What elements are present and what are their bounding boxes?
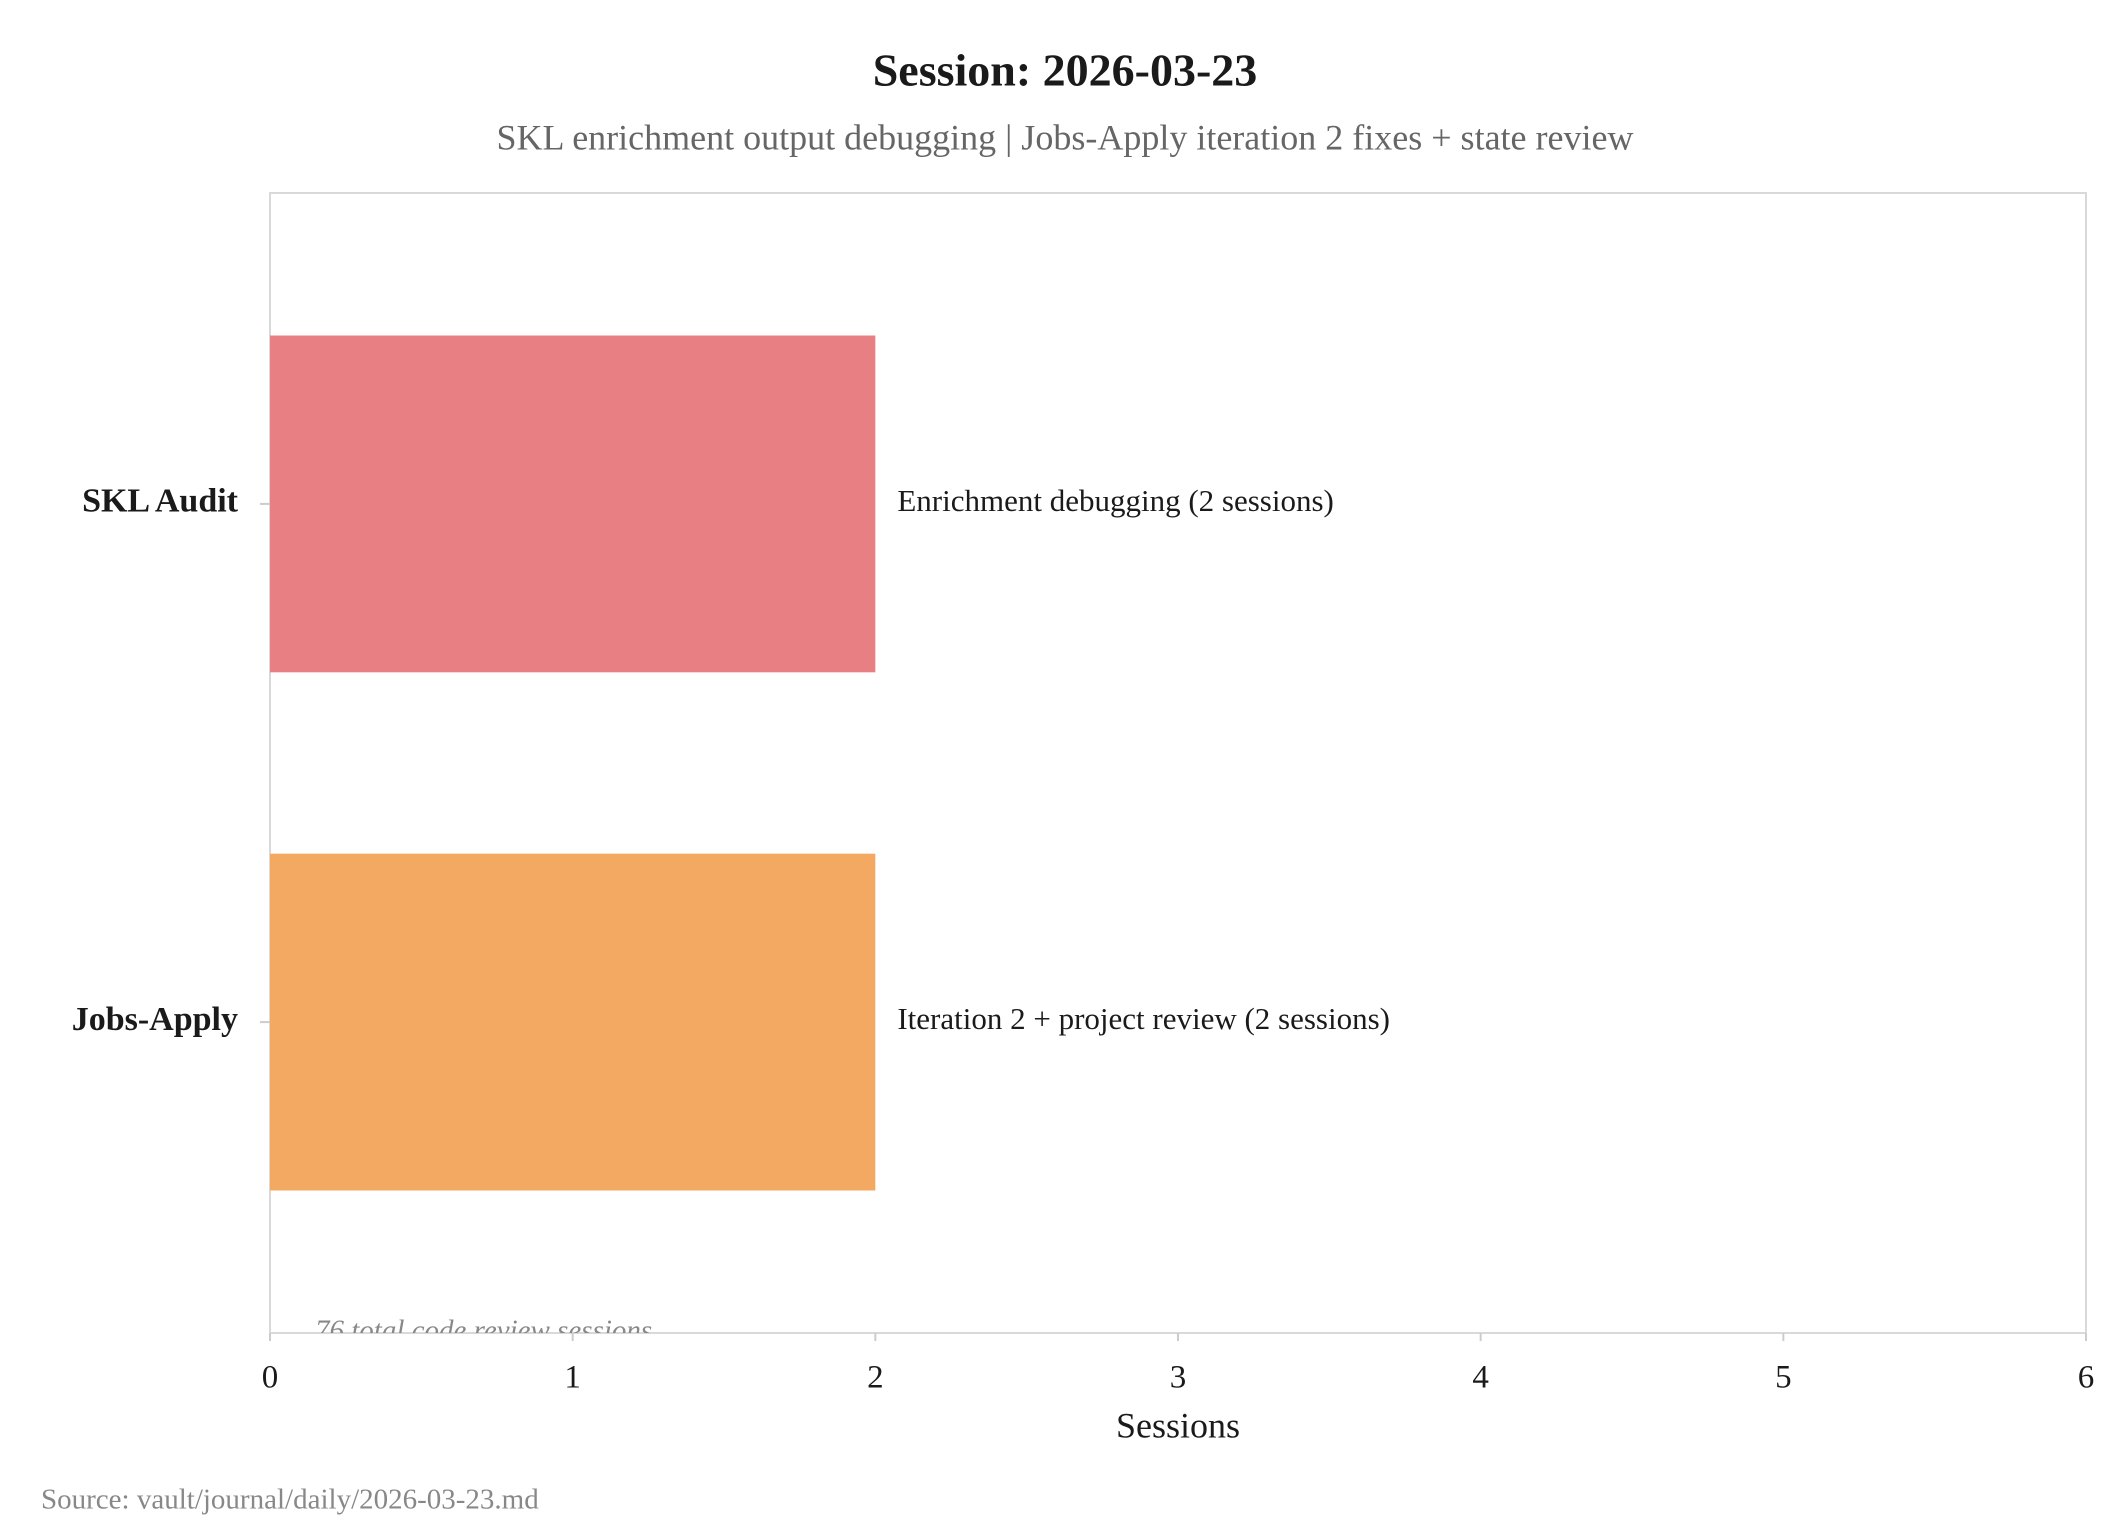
x-tick-label: 2 [867, 1360, 884, 1396]
chart-title: Session: 2026-03-23 [873, 45, 1258, 96]
x-tick-label: 3 [1170, 1360, 1187, 1396]
bar-annotation: Iteration 2 + project review (2 sessions… [897, 1001, 1390, 1036]
source: Source: vault/journal/daily/2026-03-23.m… [41, 1484, 539, 1516]
y-tick-label: Jobs-Apply [72, 1001, 238, 1038]
x-tick-label: 6 [2078, 1360, 2095, 1396]
y-tick-label: SKL Audit [82, 483, 239, 520]
note: 76 total code review sessions [315, 1315, 652, 1347]
x-tick-label: 1 [564, 1360, 581, 1396]
note-group: 76 total code review sessions [315, 1315, 652, 1347]
x-tick-label: 4 [1472, 1360, 1489, 1396]
bar [270, 335, 876, 673]
chart-subtitle: SKL enrichment output debugging | Jobs-A… [497, 117, 1634, 157]
bar-annotation: Enrichment debugging (2 sessions) [897, 483, 1334, 518]
x-tick-label: 5 [1775, 1360, 1792, 1396]
x-axis-label: Sessions [1116, 1405, 1240, 1445]
bar [270, 853, 876, 1191]
x-tick-label: 0 [262, 1360, 279, 1396]
